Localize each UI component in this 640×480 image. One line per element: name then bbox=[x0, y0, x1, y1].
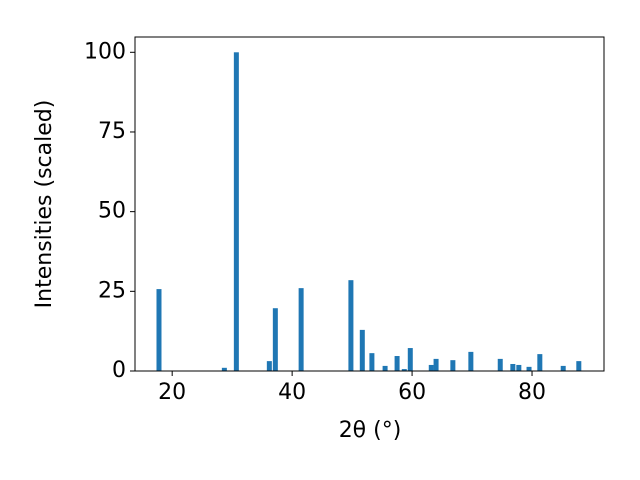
plot-frame bbox=[134, 36, 605, 372]
bar bbox=[560, 365, 566, 371]
bar bbox=[510, 363, 516, 371]
bar bbox=[221, 367, 227, 371]
x-tick-label: 60 bbox=[398, 380, 426, 405]
bar bbox=[382, 365, 388, 371]
bar bbox=[369, 353, 375, 371]
bar bbox=[266, 361, 272, 371]
bar bbox=[407, 348, 413, 371]
bar bbox=[497, 358, 503, 371]
bar bbox=[576, 361, 582, 371]
bar bbox=[348, 280, 354, 371]
x-tick-label: 20 bbox=[158, 380, 186, 405]
bar bbox=[272, 308, 278, 371]
bar bbox=[359, 329, 365, 371]
y-tick-label: 50 bbox=[98, 199, 126, 224]
bar bbox=[450, 360, 456, 371]
x-tick-label: 80 bbox=[518, 380, 546, 405]
bar bbox=[156, 289, 162, 371]
x-axis-label: 2θ (°) bbox=[339, 418, 402, 443]
y-axis-label: Intensities (scaled) bbox=[32, 100, 57, 309]
bar bbox=[428, 364, 434, 371]
bar bbox=[233, 52, 239, 372]
y-tick-label: 25 bbox=[98, 278, 126, 303]
y-tick-label: 100 bbox=[84, 39, 126, 64]
y-tick-label: 0 bbox=[112, 358, 126, 383]
bar bbox=[298, 288, 304, 371]
bar bbox=[526, 366, 532, 371]
x-tick-label: 40 bbox=[278, 380, 306, 405]
bar bbox=[394, 356, 400, 371]
bar bbox=[401, 369, 407, 371]
y-tick-label: 75 bbox=[98, 119, 126, 144]
bar bbox=[516, 364, 522, 371]
bar bbox=[537, 354, 543, 371]
bar bbox=[433, 358, 439, 371]
bar bbox=[468, 351, 474, 371]
